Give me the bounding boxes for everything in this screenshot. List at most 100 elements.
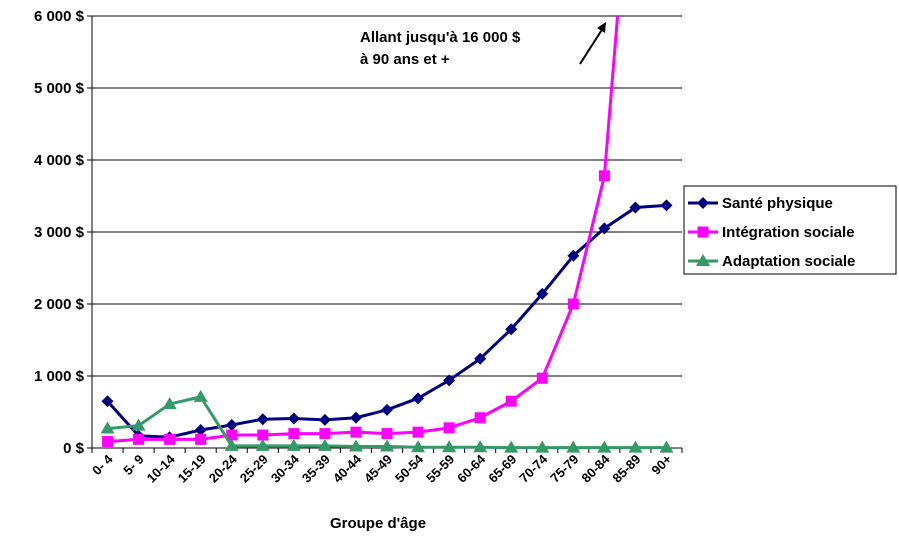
- x-tick-label: 15-19: [175, 452, 209, 486]
- x-axis-title: Groupe d'âge: [330, 515, 426, 532]
- data-point: [474, 412, 486, 424]
- data-point: [164, 433, 176, 445]
- data-point: [318, 413, 331, 426]
- series-1: [102, 16, 620, 448]
- data-point: [195, 433, 207, 445]
- data-point: [381, 403, 393, 416]
- x-axis-ticks: 0- 4 5- 910-1415-1920-2425-2930-3435-3940…: [89, 448, 683, 486]
- data-point: [133, 433, 145, 445]
- annotation-arrow-line: [579, 27, 604, 65]
- data-point: [162, 397, 177, 410]
- series-line: [106, 203, 667, 439]
- data-point: [101, 395, 114, 408]
- data-point: [473, 440, 488, 453]
- x-tick-label: 65-69: [485, 452, 519, 486]
- data-point: [224, 438, 239, 451]
- data-point: [442, 440, 457, 453]
- data-point: [412, 392, 425, 405]
- data-point: [536, 372, 548, 384]
- data-point: [628, 440, 643, 453]
- series-2: [100, 389, 674, 453]
- series-layer: [100, 16, 674, 453]
- data-point: [629, 201, 642, 214]
- data-point: [567, 249, 580, 262]
- data-point: [100, 421, 115, 434]
- x-tick-label: 40-44: [330, 451, 365, 486]
- y-tick-label: 5 000 $: [34, 80, 85, 97]
- annotation: Allant jusqu'à 16 000 $ à 90 ans et +: [360, 22, 606, 68]
- data-point: [660, 199, 673, 212]
- legend-marker: [697, 197, 709, 209]
- data-point: [286, 438, 301, 451]
- data-point: [567, 298, 579, 310]
- x-tick-label: 75-79: [547, 452, 581, 486]
- x-tick-label: 50-54: [392, 451, 427, 486]
- series-0: [101, 199, 673, 444]
- x-tick-label: 80-84: [578, 451, 613, 486]
- data-point: [443, 374, 456, 387]
- data-point: [131, 418, 146, 431]
- data-point: [256, 413, 269, 426]
- data-point: [319, 428, 331, 440]
- data-point: [443, 422, 455, 434]
- data-point: [566, 440, 581, 453]
- data-point: [287, 412, 300, 425]
- data-point: [536, 287, 549, 300]
- x-tick-label: 5- 9: [120, 452, 146, 478]
- data-point: [504, 440, 519, 453]
- y-tick-label: 6 000 $: [34, 8, 85, 25]
- legend-label: Intégration sociale: [722, 224, 855, 241]
- data-point: [348, 439, 363, 452]
- data-point: [505, 395, 517, 407]
- x-tick-label: 55-59: [423, 452, 457, 486]
- data-point: [597, 440, 612, 453]
- data-point: [255, 438, 270, 451]
- data-point: [505, 323, 518, 336]
- x-tick-label: 25-29: [237, 452, 271, 486]
- data-point: [474, 352, 487, 365]
- data-point: [598, 222, 611, 235]
- data-point: [381, 428, 393, 440]
- data-point: [317, 438, 332, 451]
- x-tick-label: 35-39: [299, 452, 333, 486]
- data-point: [349, 411, 362, 424]
- legend-marker: [696, 254, 710, 266]
- y-axis-ticks: 0 $ 1 000 $ 2 000 $ 3 000 $ 4 000 $ 5 000 $ 6 …: [34, 8, 92, 457]
- gridlines: [92, 15, 682, 449]
- x-tick-label: 10-14: [144, 451, 179, 486]
- annotation-line-1: Allant jusqu'à 16 000 $: [360, 29, 521, 46]
- data-point: [380, 439, 394, 452]
- x-tick-label: 45-49: [361, 452, 395, 486]
- data-point: [102, 436, 114, 448]
- data-point: [411, 440, 426, 453]
- y-tick-label: 2 000 $: [34, 296, 85, 313]
- legend-marker: [697, 226, 709, 238]
- y-tick-label: 4 000 $: [34, 152, 85, 169]
- annotation-arrow-head: [597, 22, 606, 33]
- data-point: [226, 429, 238, 441]
- x-tick-label: 0- 4: [89, 451, 116, 478]
- legend-label: Adaptation sociale: [722, 253, 855, 270]
- annotation-line-2: à 90 ans et +: [360, 51, 450, 68]
- x-tick-label: 60-64: [454, 451, 489, 486]
- data-point: [350, 426, 362, 438]
- y-tick-label: 0 $: [63, 440, 85, 457]
- x-tick-label: 30-34: [268, 451, 303, 486]
- x-tick-label: 90+: [648, 451, 674, 477]
- data-point: [288, 428, 300, 440]
- legend-label: Santé physique: [722, 195, 833, 212]
- x-tick-label: 20-24: [206, 451, 241, 486]
- y-tick-label: 3 000 $: [34, 224, 85, 241]
- y-tick-label: 1 000 $: [34, 368, 85, 385]
- data-point: [535, 440, 550, 453]
- x-tick-label: 85-89: [609, 452, 643, 486]
- legend: Santé physique Intégration sociale Adaptat…: [683, 185, 897, 275]
- data-point: [659, 440, 674, 453]
- data-point: [194, 424, 207, 436]
- x-tick-label: 70-74: [516, 451, 551, 486]
- data-point: [225, 418, 238, 431]
- data-point: [598, 170, 610, 182]
- legend-box: [683, 185, 897, 275]
- data-point: [193, 389, 208, 402]
